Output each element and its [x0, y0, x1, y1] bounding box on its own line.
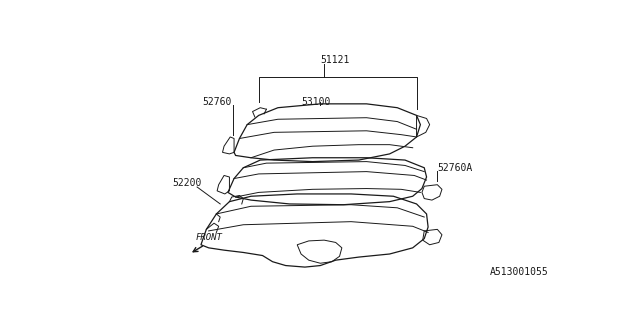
- Text: 52760: 52760: [202, 97, 232, 107]
- Text: 52760A: 52760A: [437, 163, 472, 173]
- Text: 52200: 52200: [172, 178, 202, 188]
- Text: 51121: 51121: [320, 55, 349, 65]
- Text: FRONT: FRONT: [196, 233, 223, 242]
- Text: 53100: 53100: [301, 97, 330, 107]
- Text: A513001055: A513001055: [490, 267, 548, 277]
